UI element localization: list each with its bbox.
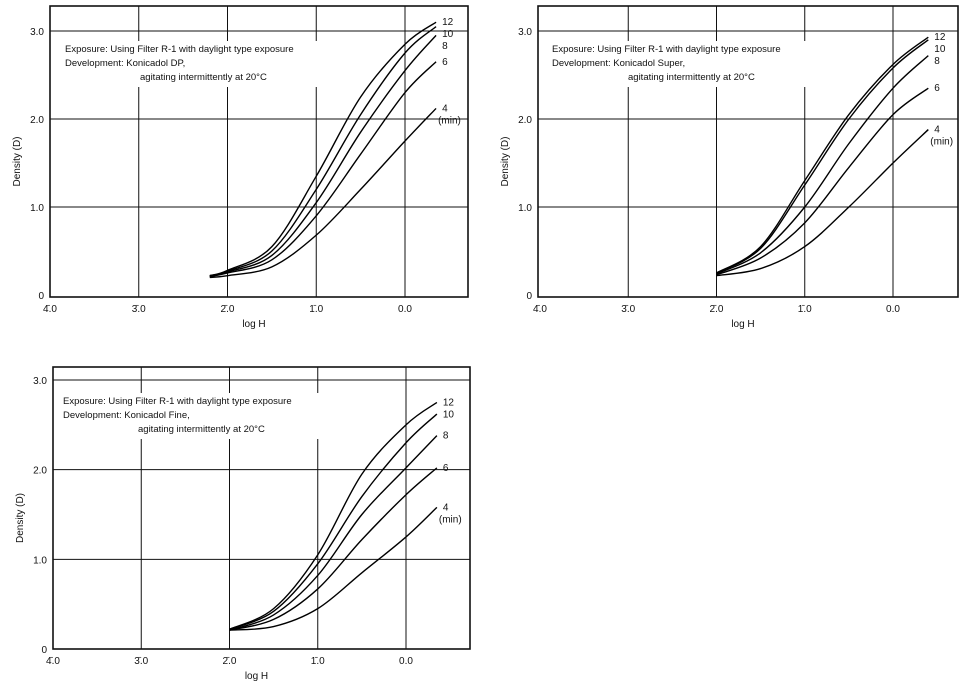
series-label: 4 [442,103,448,114]
x-axis-label: log H [242,319,265,330]
series-line-12-min [209,21,437,277]
x-tick-label: 2̄.0 [710,304,724,315]
series-line-4-min [209,107,437,279]
plot-frame [52,366,471,650]
y-axis-label: Density (D) [500,136,511,186]
x-tick-label: 3̄.0 [621,304,635,315]
chart-panel: 4̄.0 3̄.0 2̄.0 1̄.0 0.0 0 1.0 2.0 3.0 log H Densit… [15,366,471,682]
x-tick-label: 1̄.0 [311,656,325,667]
annotation-line: Development: Konicadol Fine, [63,410,190,421]
y-axis-label: Density (D) [15,493,26,543]
series-label: 10 [443,409,455,420]
series-line-6-min [229,467,438,631]
series-label: 4 [934,125,940,136]
series-line-8-min [716,55,929,275]
annotation-line: agitating intermittently at 20°C [628,72,755,83]
y-axis-label: Density (D) [12,136,23,186]
annotation-line: Exposure: Using Filter R-1 with daylight… [552,44,781,55]
y-tick-label: 3.0 [30,27,44,38]
series-label: 12 [443,397,455,408]
unit-label: (min) [439,514,462,525]
series-line-12-min [716,36,929,274]
series-label: 6 [443,463,449,474]
series-label: 12 [934,32,946,43]
series-line-8-min [209,34,437,278]
series-line-6-min [209,61,437,278]
annotation-line: Exposure: Using Filter R-1 with daylight… [63,396,292,407]
unit-label: (min) [438,115,461,126]
series-label: 8 [443,431,449,442]
series-label: 12 [442,17,454,28]
series-label: 8 [934,56,940,67]
unit-label: (min) [930,137,953,148]
y-tick-label: 2.0 [33,466,47,477]
x-axis-label: log H [731,319,754,330]
series-label: 8 [442,41,448,52]
x-tick-label: 0.0 [399,656,413,667]
x-tick-label: 1̄.0 [798,304,812,315]
y-tick-label: 0 [526,291,532,302]
x-tick-label: 0.0 [398,304,412,315]
y-tick-label: 2.0 [30,115,44,126]
series-label: 6 [934,83,940,94]
series-label: 10 [934,44,946,55]
y-tick-label: 3.0 [33,376,47,387]
y-tick-label: 3.0 [518,27,532,38]
x-tick-label: 3̄.0 [132,304,146,315]
y-tick-label: 1.0 [30,203,44,214]
plot-frame [537,5,959,298]
series-line-10-min [716,39,929,274]
x-tick-label: 4̄.0 [43,304,57,315]
x-tick-label: 0.0 [886,304,900,315]
x-tick-label: 3̄.0 [134,656,148,667]
x-tick-label: 4̄.0 [46,656,60,667]
series-line-12-min [229,401,438,630]
series-line-10-min [229,413,438,630]
series-label: 4 [443,502,449,513]
annotation-line: Development: Konicadol Super, [552,58,685,69]
x-axis-label: log H [245,671,268,682]
x-tick-label: 1̄.0 [309,304,323,315]
x-tick-label: 2̄.0 [223,656,237,667]
x-tick-label: 2̄.0 [221,304,235,315]
annotation-background [62,41,344,87]
series-line-6-min [716,87,929,276]
annotation-line: agitating intermittently at 20°C [138,424,265,435]
chart-panel: 4̄.0 3̄.0 2̄.0 1̄.0 0.0 0 1.0 2.0 3.0 log H Densit… [500,5,959,330]
annotation-line: Exposure: Using Filter R-1 with daylight… [65,44,294,55]
y-tick-label: 0 [41,645,47,656]
series-line-10-min [209,26,437,277]
y-tick-label: 2.0 [518,115,532,126]
series-line-4-min [716,129,929,277]
y-tick-label: 1.0 [518,203,532,214]
y-tick-label: 0 [38,291,44,302]
annotation-line: agitating intermittently at 20°C [140,72,267,83]
series-line-4-min [229,506,438,631]
annotation-background [549,41,831,87]
plot-frame [49,5,469,298]
series-line-8-min [229,435,438,631]
annotation-line: Development: Konicadol DP, [65,58,185,69]
x-tick-label: 4̄.0 [533,304,547,315]
series-label: 10 [442,29,454,40]
y-tick-label: 1.0 [33,555,47,566]
series-label: 6 [442,57,448,68]
annotation-background [60,393,342,439]
chart-panel: 4̄.0 3̄.0 2̄.0 1̄.0 0.0 0 1.0 2.0 3.0 log H Densit… [12,5,469,330]
